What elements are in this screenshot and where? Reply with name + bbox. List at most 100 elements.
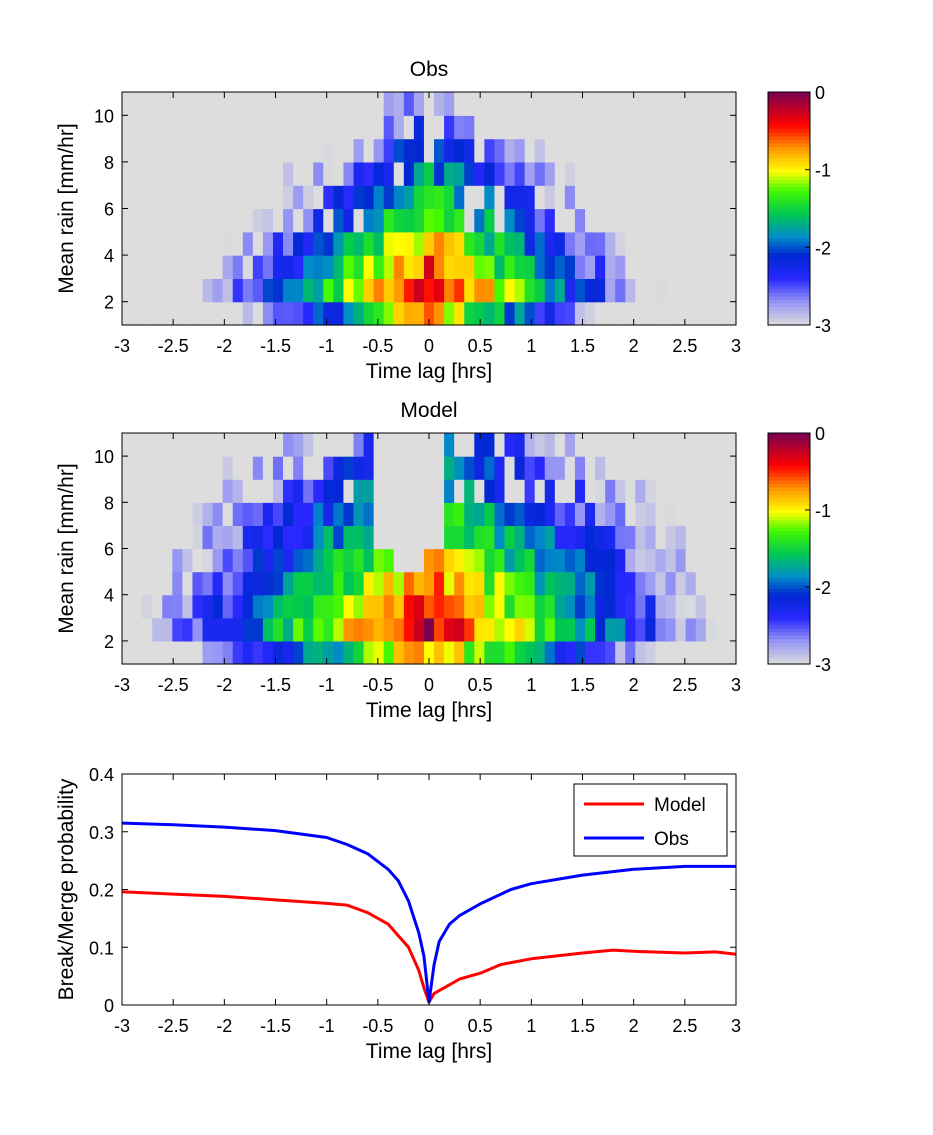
heatmap-cell <box>434 640 445 665</box>
heatmap-cell <box>635 433 647 457</box>
heatmap-cell <box>403 161 415 186</box>
heatmap-cell <box>323 231 334 256</box>
heatmap-cell <box>534 255 546 279</box>
heatmap-cell <box>283 115 294 140</box>
heatmap-cell <box>202 161 214 186</box>
heatmap-cell <box>564 502 576 526</box>
heatmap-cell <box>122 571 133 596</box>
x-tick-label: 0 <box>424 1016 434 1036</box>
heatmap-cell <box>595 231 606 256</box>
heatmap-cell <box>303 617 314 642</box>
heatmap-cell <box>423 231 435 256</box>
heatmap-cell <box>585 479 596 503</box>
heatmap-cell <box>655 231 667 256</box>
heatmap-cell <box>635 255 647 279</box>
heatmap-cell <box>252 525 264 550</box>
heatmap-cell <box>685 640 697 665</box>
colorbar-segment <box>768 436 810 441</box>
heatmap-cell <box>484 208 496 233</box>
heatmap-cell <box>474 594 485 619</box>
heatmap-cell <box>695 301 707 326</box>
heatmap-cell <box>242 594 254 619</box>
heatmap-cell <box>212 502 224 526</box>
heatmap-cell <box>303 138 314 163</box>
x-tick-label: 0 <box>424 336 434 356</box>
colorbar-segment <box>768 443 810 449</box>
heatmap-cell <box>635 185 647 210</box>
heatmap-cell <box>323 548 334 573</box>
heatmap-cell <box>605 92 616 116</box>
heatmap-cell <box>152 185 163 210</box>
heatmap-cell <box>262 301 274 326</box>
x-tick-label: 2 <box>629 336 639 356</box>
heatmap-cell <box>715 278 727 303</box>
colorbar-segment <box>768 142 810 148</box>
heatmap-cell <box>252 278 264 303</box>
heatmap-cell <box>152 208 163 233</box>
heatmap-cell <box>705 231 717 256</box>
heatmap-cell <box>504 301 516 326</box>
heatmap-cell <box>413 617 425 642</box>
heatmap-cell <box>423 138 435 163</box>
heatmap-cell <box>272 301 284 326</box>
heatmap-cell <box>423 571 435 596</box>
y-tick-label: 8 <box>104 153 114 173</box>
heatmap-cell <box>444 255 455 279</box>
heatmap-cell <box>605 594 616 619</box>
heatmap-cell <box>162 278 173 303</box>
heatmap-cell <box>393 502 405 526</box>
x-tick-label: 1.5 <box>570 1016 595 1036</box>
heatmap-cell <box>142 571 153 596</box>
heatmap-cell <box>665 161 677 186</box>
heatmap-cell <box>232 115 244 140</box>
heatmap-cell <box>615 433 626 457</box>
heatmap-cell <box>222 502 234 526</box>
heatmap-cell <box>705 92 717 116</box>
heatmap-cell <box>665 231 677 256</box>
heatmap-cell <box>262 115 274 140</box>
heatmap-cell <box>625 115 636 140</box>
heatmap-cell <box>695 161 707 186</box>
heatmap-cell <box>152 502 163 526</box>
heatmap-cell <box>232 161 244 186</box>
colorbar-segment <box>768 244 810 250</box>
heatmap-cell <box>293 208 304 233</box>
heatmap-cell <box>272 571 284 596</box>
colorbar-segment <box>768 106 810 111</box>
colorbar-segment <box>768 179 810 184</box>
colorbar-segment <box>768 157 810 162</box>
heatmap-cell <box>162 208 173 233</box>
x-tick-label: 1 <box>526 1016 536 1036</box>
x-tick-label: -1.5 <box>260 336 291 356</box>
heatmap-cell <box>534 548 546 573</box>
heatmap-cell <box>544 525 556 550</box>
heatmap-cell <box>444 594 455 619</box>
heatmap-cell <box>524 456 536 480</box>
heatmap-cell <box>172 433 183 457</box>
heatmap-cell <box>313 479 324 503</box>
heatmap-cell <box>373 161 385 186</box>
colorbar-segment <box>768 649 810 654</box>
heatmap-cell <box>333 208 345 233</box>
heatmap-cell <box>554 301 566 326</box>
heatmap-cell <box>725 278 737 303</box>
heatmap-cell <box>212 138 224 163</box>
heatmap-cell <box>363 185 375 210</box>
heatmap-cell <box>403 278 415 303</box>
heatmap-cell <box>192 617 204 642</box>
heatmap-cell <box>655 185 667 210</box>
heatmap-cell <box>444 433 455 457</box>
heatmap-cell <box>353 594 365 619</box>
heatmap-cell <box>293 161 304 186</box>
heatmap-cell <box>323 92 334 116</box>
colorbar-segment <box>768 573 810 578</box>
heatmap-cell <box>122 594 133 619</box>
legend-label-model: Model <box>654 795 706 816</box>
heatmap-cell <box>665 640 677 665</box>
heatmap-cell <box>232 433 244 457</box>
colorbar-segment <box>768 168 810 173</box>
heatmap-cell <box>423 301 435 326</box>
heatmap-cell <box>554 525 566 550</box>
heatmap-cell <box>313 548 324 573</box>
heatmap-cell <box>544 456 556 480</box>
